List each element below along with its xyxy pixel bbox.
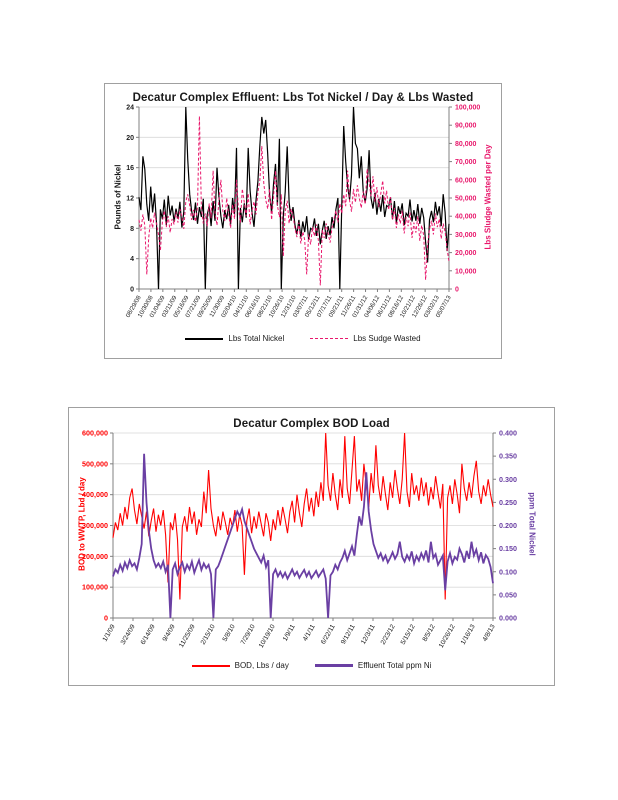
- x-tick-label: 1/1/09: [101, 623, 116, 643]
- series-lbs-sudge-wasted: [138, 116, 450, 286]
- x-tick-label: 9/4/09: [161, 623, 176, 643]
- y-right-tick-label: 0.300: [499, 475, 517, 484]
- x-tick-label: 1/9/11: [282, 623, 297, 642]
- y-right-tick-label: 0.200: [499, 521, 517, 530]
- series-effluent-total-ppm-ni: [112, 453, 494, 619]
- x-tick-label: 7/29/10: [240, 623, 257, 646]
- y-left-tick-label: 24: [126, 105, 134, 112]
- y-right-tick-label: 0.150: [499, 544, 517, 553]
- x-tick-label: 1/16/13: [460, 623, 477, 646]
- black-line-sample: [185, 337, 224, 340]
- y-right-tick-label: 0.400: [499, 429, 517, 438]
- x-tick-label: 10/19/10: [258, 623, 277, 649]
- series-lbs-total-nickel: [138, 106, 450, 290]
- y-right-tick-label: 0.100: [499, 567, 517, 576]
- left-axis-title-bod: BOD to WWTP, Lbd / day: [77, 477, 87, 571]
- x-tick-label: 12/3/11: [360, 623, 377, 645]
- pink-dashed-line-sample: [310, 338, 349, 339]
- x-tick-label: 4/1/11: [302, 623, 317, 642]
- y-right-tick-label: 80,000: [455, 141, 477, 148]
- x-tick-label: 10/26/12: [438, 623, 457, 649]
- x-tick-label: 5/15/12: [400, 623, 417, 646]
- y-left-tick-label: 16: [126, 165, 134, 172]
- y-right-tick-label: 90,000: [455, 123, 477, 130]
- y-left-tick-label: 0: [104, 614, 108, 623]
- y-right-tick-label: 0.050: [499, 590, 517, 599]
- x-tick-label: 6/14/09: [140, 623, 157, 646]
- y-right-tick-label: 0: [455, 287, 459, 294]
- legend-label: Effluent Total ppm Ni: [357, 661, 432, 670]
- y-right-tick-label: 40,000: [455, 214, 477, 221]
- legend-label: BOD, Lbs / day: [234, 661, 289, 670]
- y-left-tick-label: 0: [130, 287, 134, 294]
- y-right-tick-label: 30,000: [455, 232, 477, 239]
- y-left-tick-label: 8: [130, 226, 134, 233]
- legend-entry-ppm-ni: Effluent Total ppm Ni: [314, 661, 432, 670]
- legend-entry-bod: BOD, Lbs / day: [191, 661, 289, 670]
- y-left-tick-label: 300,000: [82, 521, 108, 530]
- y-right-tick-label: 10,000: [455, 268, 477, 275]
- x-tick-label: 8/5/12: [421, 623, 436, 643]
- purple-line-sample: [314, 664, 353, 667]
- y-right-tick-label: 20,000: [455, 250, 477, 257]
- y-right-tick-label: 50,000: [455, 196, 477, 203]
- y-left-tick-label: 100,000: [82, 583, 108, 592]
- y-right-tick-label: 100,000: [455, 105, 480, 112]
- gridlines: [110, 432, 496, 621]
- bod-load-chart: Decatur Complex BOD Load 600,000 500,000 4…: [68, 407, 555, 686]
- x-tick-label: 5/8/10: [221, 623, 236, 643]
- series-bod-lbs-day: [112, 432, 494, 600]
- y-right-tick-label: 0.000: [499, 614, 517, 623]
- gridlines: [136, 106, 452, 292]
- x-tick-label: 4/8/13: [481, 623, 496, 643]
- x-tick-label: 6/22/11: [320, 623, 337, 645]
- y-right-tick-label: 0.350: [499, 452, 517, 461]
- y-left-tick-label: 12: [126, 196, 134, 203]
- legend-entry-total-nickel: Lbs Total Nickel: [185, 334, 284, 343]
- x-tick-label: 11/25/09: [178, 623, 197, 649]
- chart-legend: BOD, Lbs / day Effluent Total ppm Ni: [69, 661, 554, 670]
- y-left-tick-label: 400,000: [82, 490, 108, 499]
- chart-title: Decatur Complex Effluent: Lbs Tot Nickel…: [132, 92, 474, 104]
- y-left-tick-label: 4: [130, 256, 134, 263]
- x-tick-label: 2/23/12: [380, 623, 397, 646]
- y-right-tick-label: 60,000: [455, 177, 477, 184]
- bod-load-plot: 600,000 500,000 400,000 300,000 200,000 100,0…: [82, 429, 517, 650]
- legend-entry-sludge-wasted: Lbs Sudge Wasted: [310, 334, 421, 343]
- y-left-tick-label: 200,000: [82, 552, 108, 561]
- x-tick-label: 2/15/10: [200, 623, 217, 646]
- right-axis-title-ppm-nickel: ppm Total Nickel: [527, 492, 537, 556]
- right-axis-title-sludge-wasted: Lbs Sludge Wasted per Day: [483, 144, 493, 250]
- nickel-sludge-chart: Decatur Complex Effluent: Lbs Tot Nickel…: [104, 83, 502, 359]
- chart-legend: Lbs Total Nickel Lbs Sudge Wasted: [105, 334, 501, 343]
- legend-label: Lbs Sudge Wasted: [353, 334, 421, 343]
- x-tick-label: 3/24/09: [120, 623, 137, 646]
- chart-title: Decatur Complex BOD Load: [233, 418, 390, 430]
- red-line-sample: [191, 664, 230, 667]
- nickel-sludge-plot: 24 20 16 12 8 4 0 100,000 90,000 80,000 70,000 60,0…: [125, 105, 481, 319]
- legend-label: Lbs Total Nickel: [228, 334, 285, 343]
- y-left-tick-label: 20: [126, 135, 134, 142]
- y-left-tick-label: 500,000: [82, 459, 108, 468]
- x-tick-label: 9/12/11: [340, 623, 357, 645]
- left-axis-title-pounds-nickel: Pounds of Nickel: [113, 164, 123, 230]
- y-right-tick-label: 70,000: [455, 159, 477, 166]
- y-left-tick-label: 600,000: [82, 429, 108, 438]
- y-right-tick-label: 0.250: [499, 498, 517, 507]
